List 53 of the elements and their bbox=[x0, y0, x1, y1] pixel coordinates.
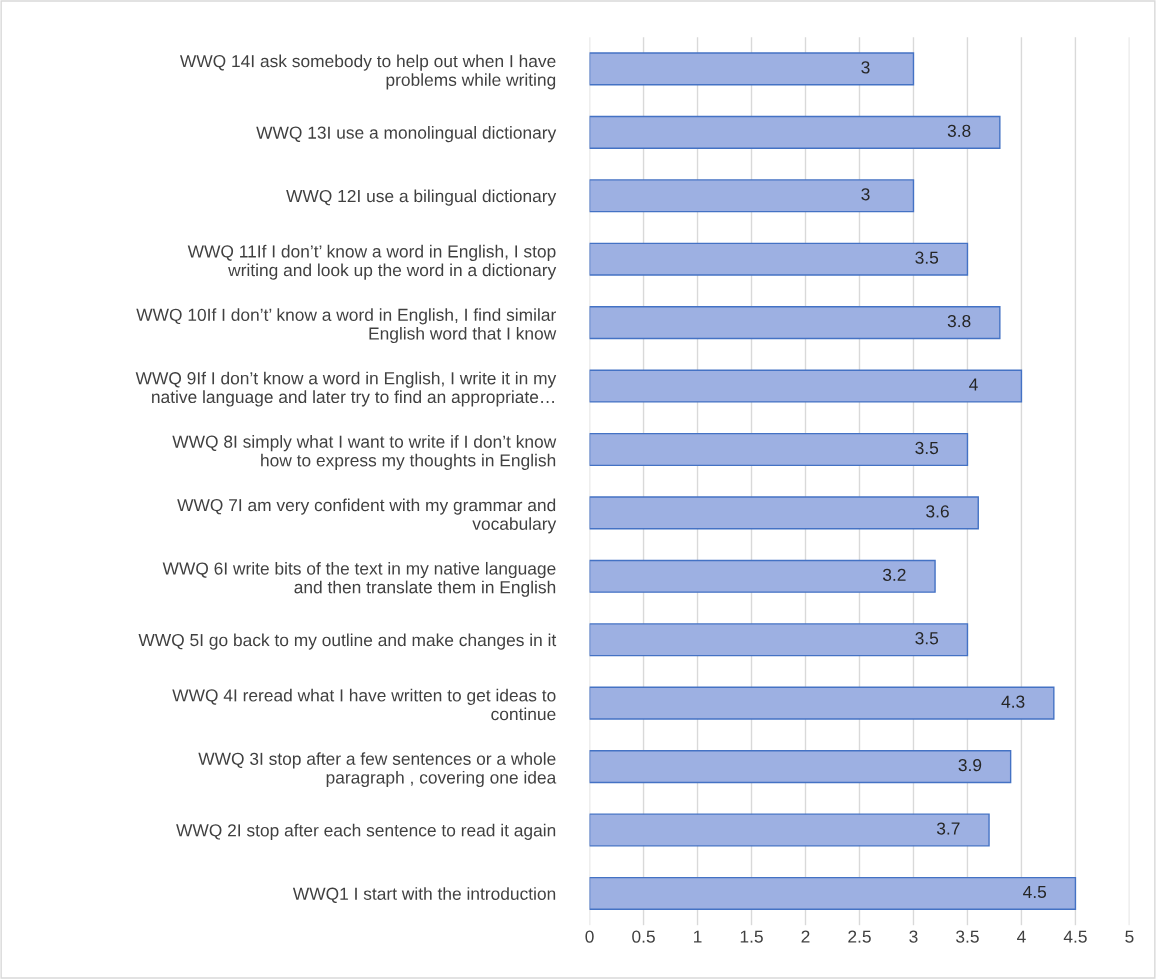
y-tick-label: WWQ1 I start with the introduction bbox=[292, 887, 556, 904]
x-tick-label: 0.5 bbox=[632, 930, 655, 943]
data-label: 3.2 bbox=[882, 568, 906, 581]
bar bbox=[589, 813, 990, 847]
x-tick-label: 5 bbox=[1125, 930, 1134, 943]
bar bbox=[589, 432, 969, 467]
y-tick-label: WWQ 10If I don’t’ know a word in English, I find similar English word that I know bbox=[136, 308, 557, 344]
y-tick-label: WWQ 8I simply what I want to write if I don’t know how to express my thoughts in English bbox=[172, 435, 557, 470]
data-label: 4 bbox=[969, 378, 978, 391]
data-label: 3 bbox=[861, 61, 870, 74]
data-label: 3 bbox=[861, 188, 870, 201]
y-tick-label: WWQ 6I write bits of the text in my native language and then translate them in English bbox=[162, 561, 556, 597]
bar bbox=[589, 876, 1077, 910]
data-label: 3.5 bbox=[915, 441, 939, 455]
x-tick-label: 4.5 bbox=[1063, 930, 1087, 943]
x-tick-label: 1 bbox=[694, 930, 702, 943]
x-tick-label: 0 bbox=[585, 930, 594, 943]
bar bbox=[589, 559, 936, 593]
y-tick-label: WWQ 12I use a bilingual dictionary bbox=[286, 189, 557, 206]
bar bbox=[589, 52, 915, 86]
data-label: 3.7 bbox=[936, 822, 960, 835]
data-label: 4.3 bbox=[1001, 695, 1025, 708]
data-label: 3.5 bbox=[915, 632, 939, 645]
x-tick-label: 2 bbox=[801, 930, 810, 943]
y-tick-label: WWQ 7I am very confident with my grammar and vocabulary bbox=[177, 498, 557, 534]
bar bbox=[589, 306, 1001, 340]
bar bbox=[589, 496, 979, 530]
data-label: 3.6 bbox=[926, 505, 949, 518]
data-label: 3.9 bbox=[958, 758, 982, 772]
x-tick-label: 4 bbox=[1017, 930, 1026, 943]
y-tick-label: WWQ 13I use a monolingual dictionary bbox=[256, 126, 557, 143]
y-tick-label: WWQ 9If I don’t know a word in English, I write it in my native language and later try to find an appropriate… bbox=[135, 371, 557, 407]
bar bbox=[589, 686, 1055, 720]
bar bbox=[589, 115, 1001, 149]
y-tick-label: WWQ 5I go back to my outline and make changes in it bbox=[138, 633, 557, 650]
bar bbox=[589, 242, 969, 276]
y-tick-label: WWQ 11If I don’t’ know a word in English, I stop writing and look up the word in a dictionary bbox=[187, 244, 557, 280]
x-tick-label: 2.5 bbox=[848, 930, 871, 943]
x-tick-label: 3.5 bbox=[956, 930, 979, 943]
y-tick-label: WWQ 4I reread what I have written to get ideas to continue bbox=[172, 688, 556, 721]
bar bbox=[589, 750, 1012, 784]
bar bbox=[589, 623, 969, 657]
x-tick-label: 1.5 bbox=[740, 930, 763, 943]
bar bbox=[589, 369, 1023, 403]
y-tick-label: WWQ 3I stop after a few sentences or a whole paragraph , covering one idea bbox=[198, 752, 557, 788]
x-tick-label: 3 bbox=[909, 930, 918, 943]
y-tick-label: WWQ 14I ask somebody to help out when I have problems while writing bbox=[179, 54, 556, 90]
data-label: 4.5 bbox=[1023, 885, 1047, 899]
y-tick-label: WWQ 2I stop after each sentence to read it again bbox=[176, 823, 556, 840]
bar bbox=[589, 179, 915, 213]
data-label: 3.8 bbox=[947, 124, 971, 137]
data-label: 3.5 bbox=[915, 251, 939, 264]
data-label: 3.8 bbox=[947, 314, 971, 328]
